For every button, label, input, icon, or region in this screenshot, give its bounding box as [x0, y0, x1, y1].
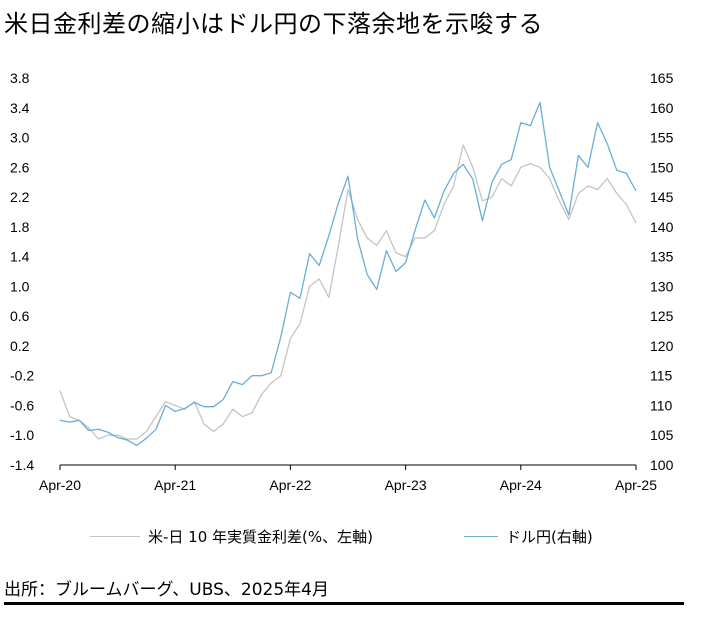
- legend: 米-日 10 年実質金利差(%、左軸) ドル円(右軸): [0, 520, 706, 550]
- x-tick-label: Apr-22: [269, 477, 311, 493]
- x-tick-label: Apr-25: [615, 477, 657, 493]
- left-tick-label: 1.4: [10, 249, 30, 265]
- source-note: 出所：ブルームバーグ、UBS、2025年4月: [4, 580, 329, 600]
- left-tick-label: -0.2: [10, 368, 34, 384]
- x-axis: Apr-20 Apr-21 Apr-22 Apr-23 Apr-24 Apr-25: [39, 464, 657, 493]
- left-tick-label: 0.2: [10, 338, 30, 354]
- right-tick-label: 155: [650, 130, 674, 146]
- right-tick-label: 125: [650, 308, 674, 324]
- series-real-rate-diff-line: [59, 144, 637, 440]
- legend-swatch-blue: [464, 536, 498, 537]
- legend-label: ドル円(右軸): [506, 528, 593, 546]
- left-tick-label: 2.6: [10, 159, 30, 175]
- right-tick-label: 120: [650, 338, 674, 354]
- right-tick-label: 145: [650, 189, 674, 205]
- x-tick-label: Apr-21: [154, 477, 196, 493]
- right-tick-label: 110: [650, 397, 673, 413]
- chart-plot: Apr-20 Apr-21 Apr-22 Apr-23 Apr-24 Apr-25 3.8…: [10, 70, 674, 493]
- legend-label: 米-日 10 年実質金利差(%、左軸): [148, 528, 373, 546]
- right-tick-label: 100: [650, 457, 674, 473]
- x-tick-label: Apr-24: [500, 477, 542, 493]
- right-tick-label: 115: [650, 368, 673, 384]
- bottom-rule: [4, 602, 684, 605]
- right-tick-label: 130: [650, 278, 674, 294]
- legend-swatch-gray: [90, 536, 140, 537]
- left-tick-label: 0.6: [10, 308, 30, 324]
- x-tick-label: Apr-23: [385, 477, 427, 493]
- chart-title: 米日金利差の縮小はドル円の下落余地を示唆する: [4, 10, 543, 38]
- series-usdjpy-line: [59, 101, 637, 447]
- left-tick-label: -0.6: [10, 397, 34, 413]
- left-tick-label: -1.4: [10, 457, 34, 473]
- right-tick-label: 140: [650, 219, 674, 235]
- legend-item-real-rate-diff: 米-日 10 年実質金利差(%、左軸): [90, 526, 373, 547]
- right-tick-label: 105: [650, 427, 674, 443]
- left-tick-label: -1.0: [10, 427, 34, 443]
- left-tick-label: 3.8: [10, 70, 30, 86]
- left-tick-label: 2.2: [10, 189, 30, 205]
- left-tick-label: 3.4: [10, 100, 30, 116]
- right-tick-label: 160: [650, 100, 674, 116]
- left-tick-label: 1.8: [10, 219, 30, 235]
- series-layer: [59, 101, 637, 447]
- top-rule: [0, 0, 706, 2]
- right-tick-label: 150: [650, 159, 674, 175]
- left-axis: 3.8 3.4 3.0 2.6 2.2 1.8 1.4 1.0 0.6 0.2 -0.2 -0.6 -1…: [10, 70, 34, 473]
- left-tick-label: 1.0: [10, 278, 30, 294]
- right-tick-label: 165: [650, 70, 674, 86]
- right-tick-label: 135: [650, 249, 674, 265]
- legend-item-usdjpy: ドル円(右軸): [464, 526, 593, 547]
- right-axis: 165 160 155 150 145 140 135 130 125 120 115 110 105 1…: [650, 70, 674, 473]
- x-tick-label: Apr-20: [39, 477, 81, 493]
- left-tick-label: 3.0: [10, 130, 30, 146]
